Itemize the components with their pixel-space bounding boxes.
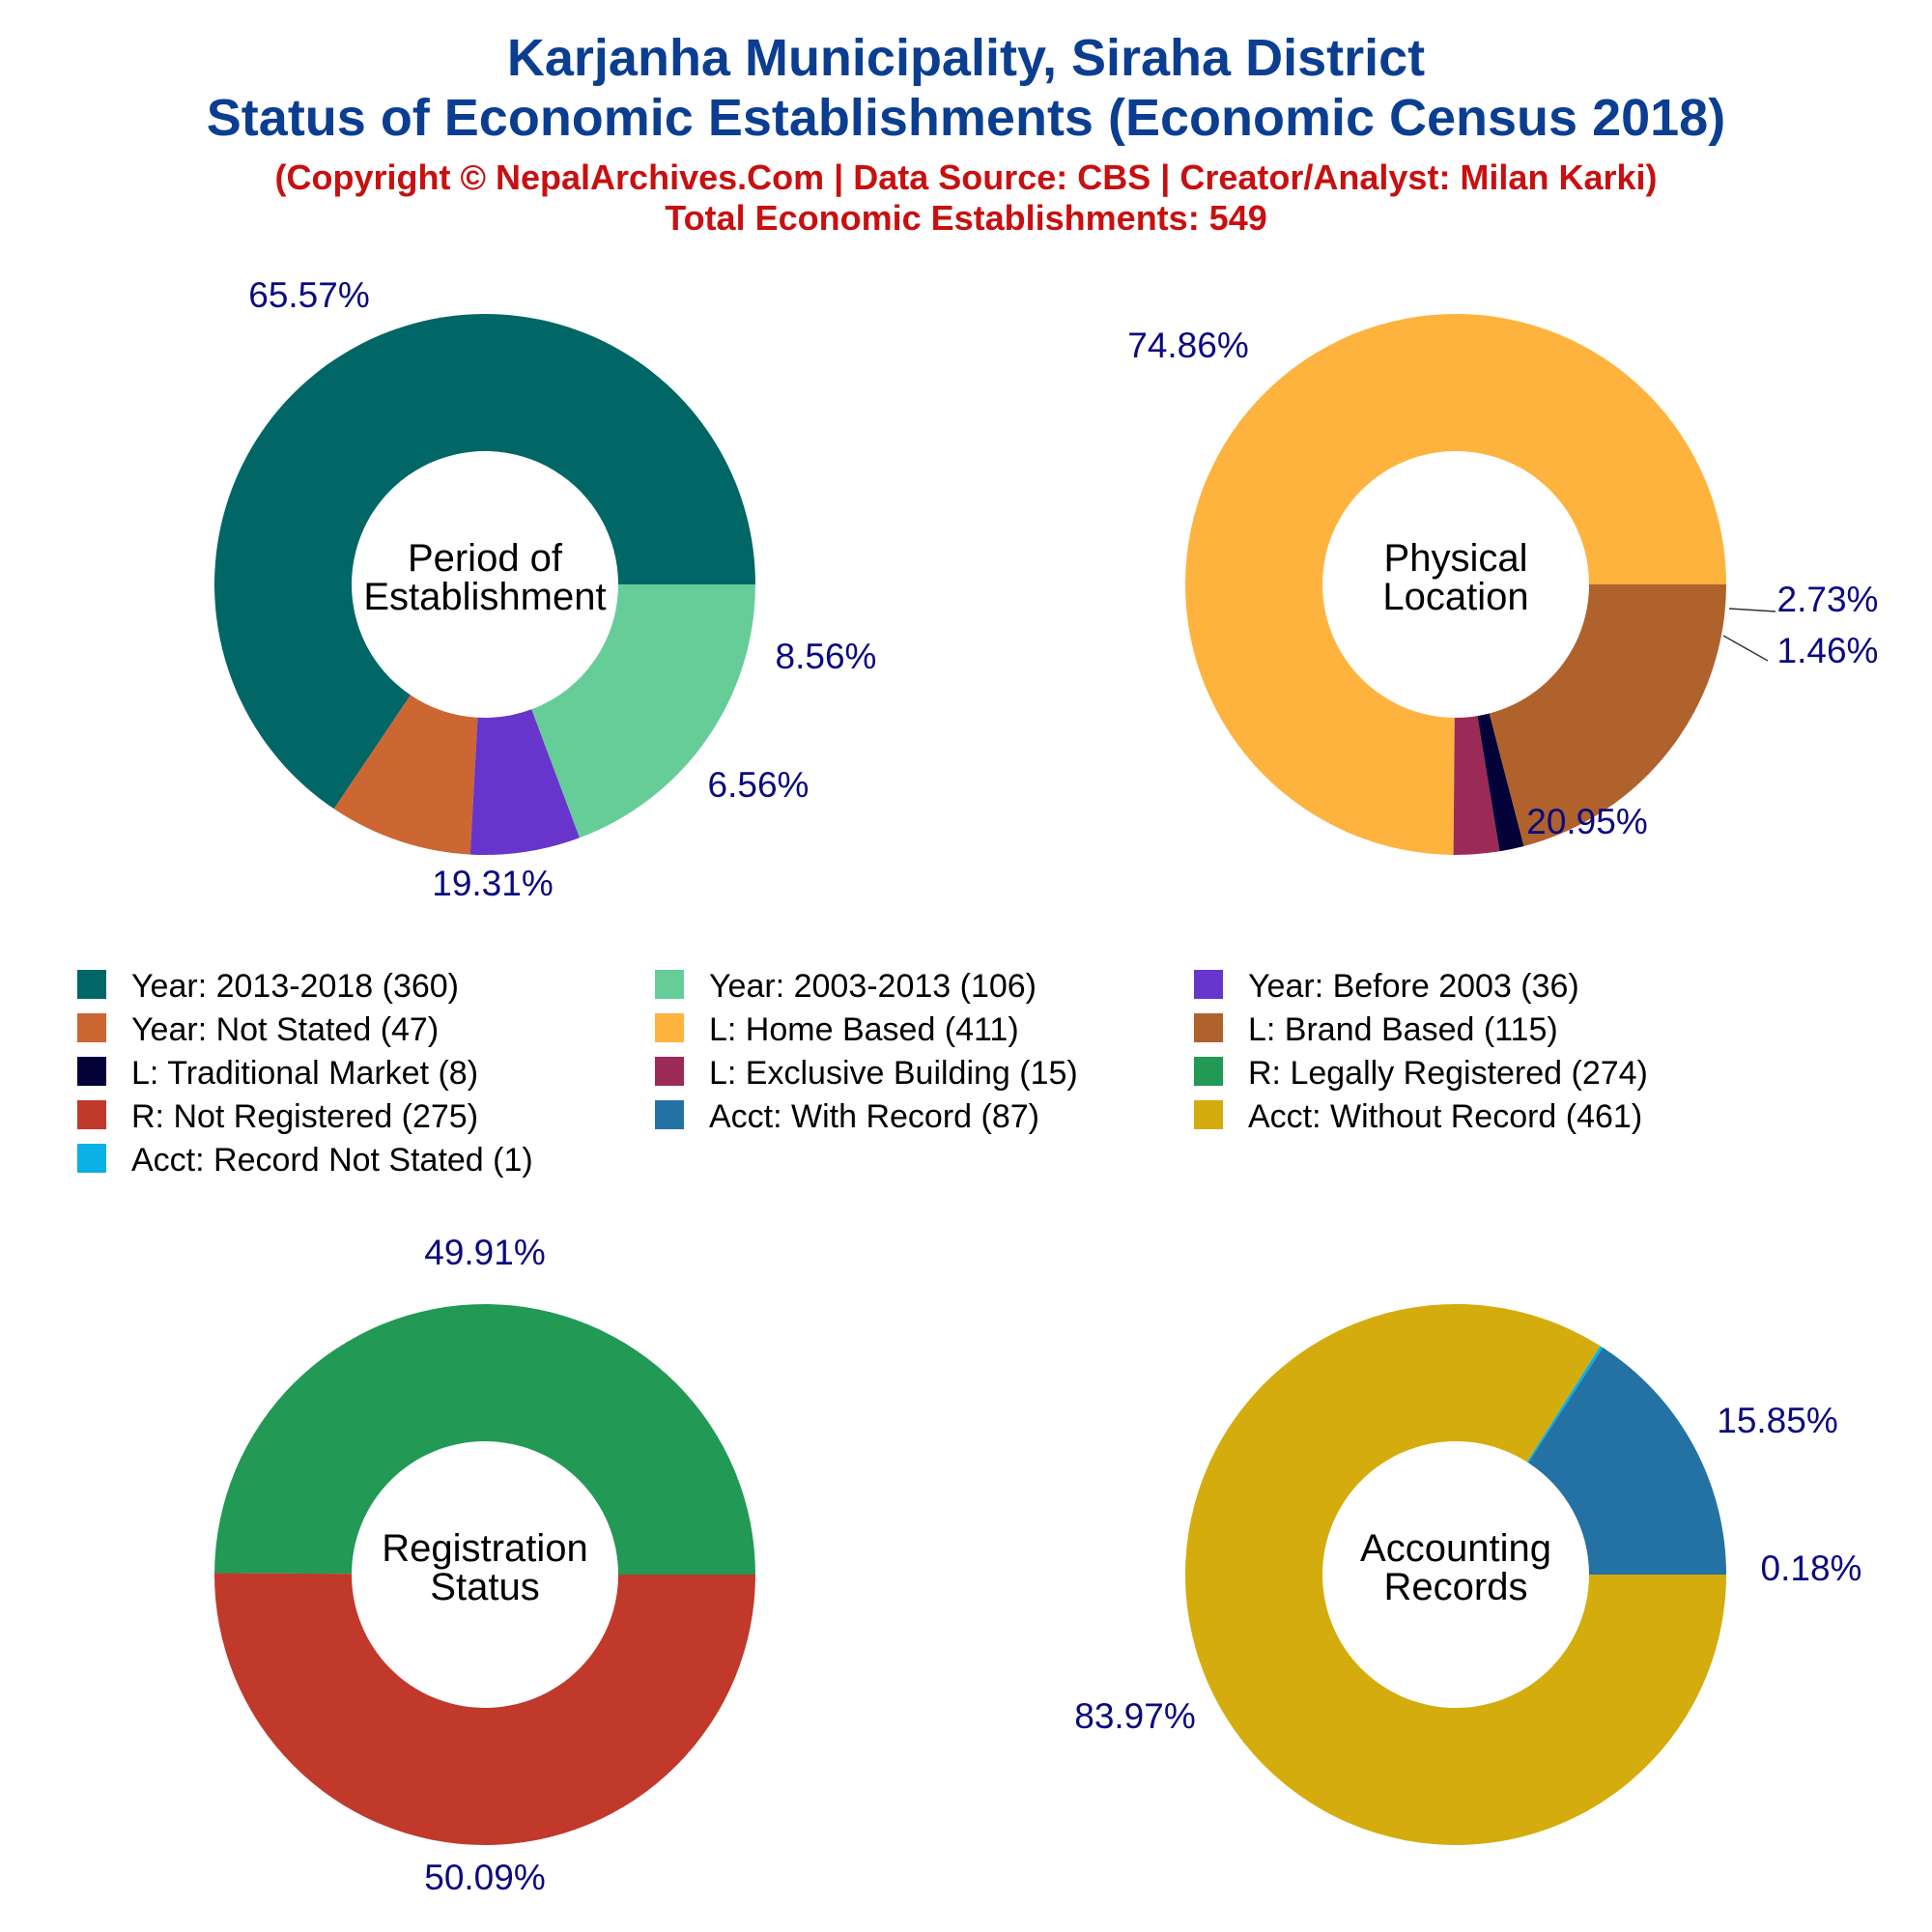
percent-label-r-legally-registered: 49.91%: [424, 1233, 546, 1272]
legend-swatch: [77, 1013, 106, 1042]
slice-year-2003-2013: [531, 584, 755, 838]
legend-label: L: Brand Based (115): [1248, 1011, 1558, 1048]
leader-line: [1728, 608, 1776, 612]
legend-swatch: [1194, 970, 1223, 999]
center-label-line: Physical: [1384, 537, 1528, 580]
copyright-note: (Copyright © NepalArchives.Com | Data So…: [275, 157, 1658, 198]
legend-item-year-2003-2013-106: Year: 2003-2013 (106): [655, 968, 1037, 1005]
legend-item-year-before-2003-36: Year: Before 2003 (36): [1194, 968, 1579, 1005]
center-label-line: Records: [1384, 1566, 1528, 1608]
percent-label-l-brand-based: 20.95%: [1526, 802, 1648, 841]
legend-label: Year: Before 2003 (36): [1248, 968, 1579, 1005]
legend-swatch: [77, 970, 106, 999]
legend-swatch: [1194, 1013, 1223, 1042]
legend-item-year-2013-2018-360: Year: 2013-2018 (360): [77, 968, 459, 1005]
total-establishments: Total Economic Establishments: 549: [665, 198, 1267, 238]
percent-label-r-not-registered: 50.09%: [424, 1858, 546, 1897]
percent-label-acct-without-record: 83.97%: [1074, 1696, 1196, 1736]
leader-line: [1722, 635, 1769, 662]
donut-charts: 65.57% 8.56% 6.56% 19.31% Period ofEstablish…: [213, 275, 1878, 1897]
legend-item-acct-with-record-87: Acct: With Record (87): [655, 1098, 1039, 1135]
legend-item-l-brand-based-115: L: Brand Based (115): [1194, 1011, 1558, 1048]
legend-label: R: Not Registered (275): [131, 1098, 478, 1135]
legend-swatch: [655, 1057, 684, 1086]
legend-item-r-legally-registered-274: R: Legally Registered (274): [1194, 1055, 1648, 1092]
legend-label: Acct: Without Record (461): [1248, 1098, 1642, 1135]
legend-item-r-not-registered-275: R: Not Registered (275): [77, 1098, 478, 1135]
slice-l-brand-based: [1489, 584, 1726, 846]
legend-label: Acct: With Record (87): [709, 1098, 1039, 1135]
slice-acct-without-record: [1185, 1303, 1726, 1845]
legend-item-acct-without-record-461: Acct: Without Record (461): [1194, 1098, 1642, 1135]
center-label-line: Establishment: [363, 576, 606, 618]
center-label-line: Accounting: [1360, 1527, 1551, 1570]
percent-label-l-traditional-market: 1.46%: [1777, 631, 1879, 670]
slice-r-not-registered: [213, 1573, 755, 1846]
slice-l-exclusive-building: [1453, 716, 1500, 855]
percent-label-l-exclusive-building: 2.73%: [1777, 580, 1879, 619]
percent-label-acct-record-not-stated: 0.18%: [1761, 1548, 1862, 1588]
legend-label: Year: 2003-2013 (106): [709, 968, 1037, 1005]
legend-swatch: [655, 1100, 684, 1129]
donut-period-of-establishment: 65.57% 8.56% 6.56% 19.31% Period ofEstablish…: [213, 275, 877, 903]
center-label-line: Period of: [408, 537, 563, 580]
legend-swatch: [1194, 1100, 1223, 1129]
chart-title-line1: Karjanha Municipality, Siraha District: [507, 29, 1425, 87]
center-label-line: Registration: [382, 1527, 587, 1570]
legend-item-l-home-based-411: L: Home Based (411): [655, 1011, 1019, 1048]
legend-swatch: [77, 1057, 106, 1086]
center-label-line: Location: [1382, 576, 1528, 618]
legend-item-l-traditional-market-8: L: Traditional Market (8): [77, 1055, 478, 1092]
percent-label-l-home-based: 74.86%: [1127, 326, 1249, 365]
legend-swatch: [655, 970, 684, 999]
legend-label: Year: Not Stated (47): [131, 1011, 439, 1048]
percent-label-acct-with-record: 15.85%: [1717, 1401, 1838, 1440]
legend-item-acct-record-not-stated-1: Acct: Record Not Stated (1): [77, 1142, 533, 1179]
legend-label: L: Home Based (411): [709, 1011, 1019, 1048]
legend-swatch: [77, 1100, 106, 1129]
slice-l-traditional-market: [1477, 713, 1524, 852]
percent-label-year-2013-2018: 65.57%: [248, 275, 370, 315]
percent-label-year-before-2003: 6.56%: [708, 765, 810, 805]
slice-acct-with-record: [1528, 1348, 1726, 1575]
slice-year-before-2003: [469, 709, 581, 855]
legend-item-year-not-stated-47: Year: Not Stated (47): [77, 1011, 439, 1048]
legend-swatch: [77, 1144, 106, 1173]
legend-swatch: [655, 1013, 684, 1042]
percent-label-year-not-stated: 8.56%: [776, 637, 877, 676]
percent-label-year-2003-2013: 19.31%: [432, 864, 554, 903]
legend-label: L: Exclusive Building (15): [709, 1055, 1078, 1092]
legend: Year: 2013-2018 (360) Year: 2003-2013 (10…: [77, 968, 1648, 1179]
center-label-line: Status: [430, 1566, 539, 1608]
legend-item-l-exclusive-building-15: L: Exclusive Building (15): [655, 1055, 1078, 1092]
chart-title-line2: Status of Economic Establishments (Econo…: [207, 89, 1725, 147]
slice-year-2013-2018: [213, 314, 755, 810]
slice-l-home-based: [1185, 314, 1726, 855]
legend-label: L: Traditional Market (8): [131, 1055, 478, 1092]
legend-label: Year: 2013-2018 (360): [131, 968, 459, 1005]
slice-r-legally-registered: [214, 1304, 755, 1575]
legend-label: R: Legally Registered (274): [1248, 1055, 1648, 1092]
slice-acct-record-not-stated: [1526, 1346, 1604, 1463]
slice-year-not-stated: [333, 695, 478, 855]
legend-label: Acct: Record Not Stated (1): [131, 1142, 533, 1179]
legend-swatch: [1194, 1057, 1223, 1086]
